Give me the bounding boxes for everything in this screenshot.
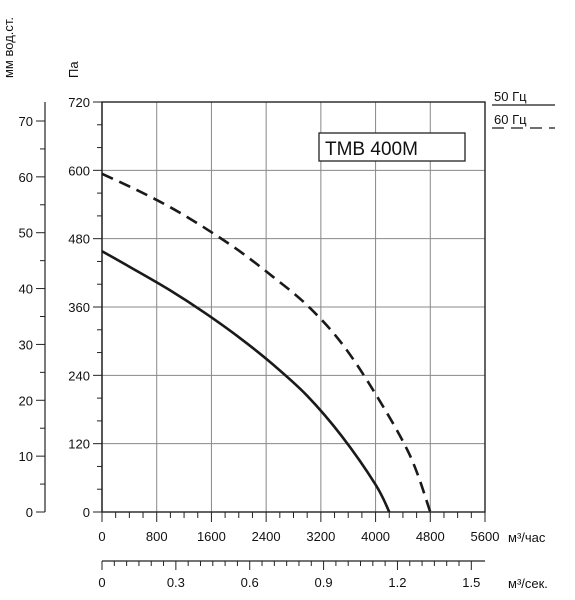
y-secondary-tick-label: 20: [19, 393, 33, 408]
x-primary-tick-label: 5600: [471, 529, 500, 544]
axes: [36, 101, 486, 570]
y-primary-unit-label: Па: [66, 61, 81, 78]
y-secondary-tick-label: 50: [19, 226, 33, 241]
x-secondary-tick-label: 1.5: [462, 575, 480, 590]
x-secondary-tick-label: 0.9: [315, 575, 333, 590]
x-secondary-tick-label: 0.6: [241, 575, 259, 590]
x-secondary-tick-label: 0.3: [167, 575, 185, 590]
model-label-box: [318, 132, 466, 162]
legend-label-50hz: 50 Гц: [494, 89, 527, 104]
y-primary-tick-label: 360: [68, 300, 90, 315]
y-secondary-tick-label: 30: [19, 337, 33, 352]
series-line-50hz: [101, 250, 391, 513]
legend-label-60hz: 60 Гц: [494, 112, 527, 127]
y-secondary-unit-label: мм вод.ст.: [1, 17, 16, 78]
y-primary-tick-label: 600: [68, 163, 90, 178]
grid-lines: [102, 102, 485, 512]
y-primary-tick-label: 120: [68, 437, 90, 452]
model-label: TMB 400M: [325, 139, 418, 160]
x-primary-tick-label: 800: [146, 529, 168, 544]
tick-labels: 0 800 1600 2400 3200 4000 4800 5600012024036048…: [19, 95, 500, 590]
y-primary-tick-label: 720: [68, 95, 90, 110]
y-secondary-tick-label: 10: [19, 449, 33, 464]
y-primary-tick-label: 240: [68, 368, 90, 383]
y-secondary-tick-label: 70: [19, 114, 33, 129]
y-secondary-tick-label: 40: [19, 282, 33, 297]
x-secondary-tick-label: 1.2: [388, 575, 406, 590]
x-primary-tick-label: 4800: [416, 529, 445, 544]
y-secondary-tick-label: 0: [26, 505, 33, 520]
series-line-60hz: [101, 172, 432, 513]
x-secondary-unit-label: м³/сек.: [508, 576, 548, 591]
x-primary-tick-label: 3200: [306, 529, 335, 544]
x-primary-tick-label: 4000: [361, 529, 390, 544]
y-secondary-tick-label: 60: [19, 170, 33, 185]
y-primary-tick-label: 0: [83, 505, 90, 520]
x-primary-tick-label: 1600: [197, 529, 226, 544]
x-primary-unit-label: м³/час: [508, 530, 546, 545]
curves: [101, 172, 432, 513]
x-primary-tick-label: 0: [98, 529, 105, 544]
x-secondary-tick-label: 0: [98, 575, 105, 590]
x-primary-tick-label: 2400: [252, 529, 281, 544]
y-primary-tick-label: 480: [68, 232, 90, 247]
